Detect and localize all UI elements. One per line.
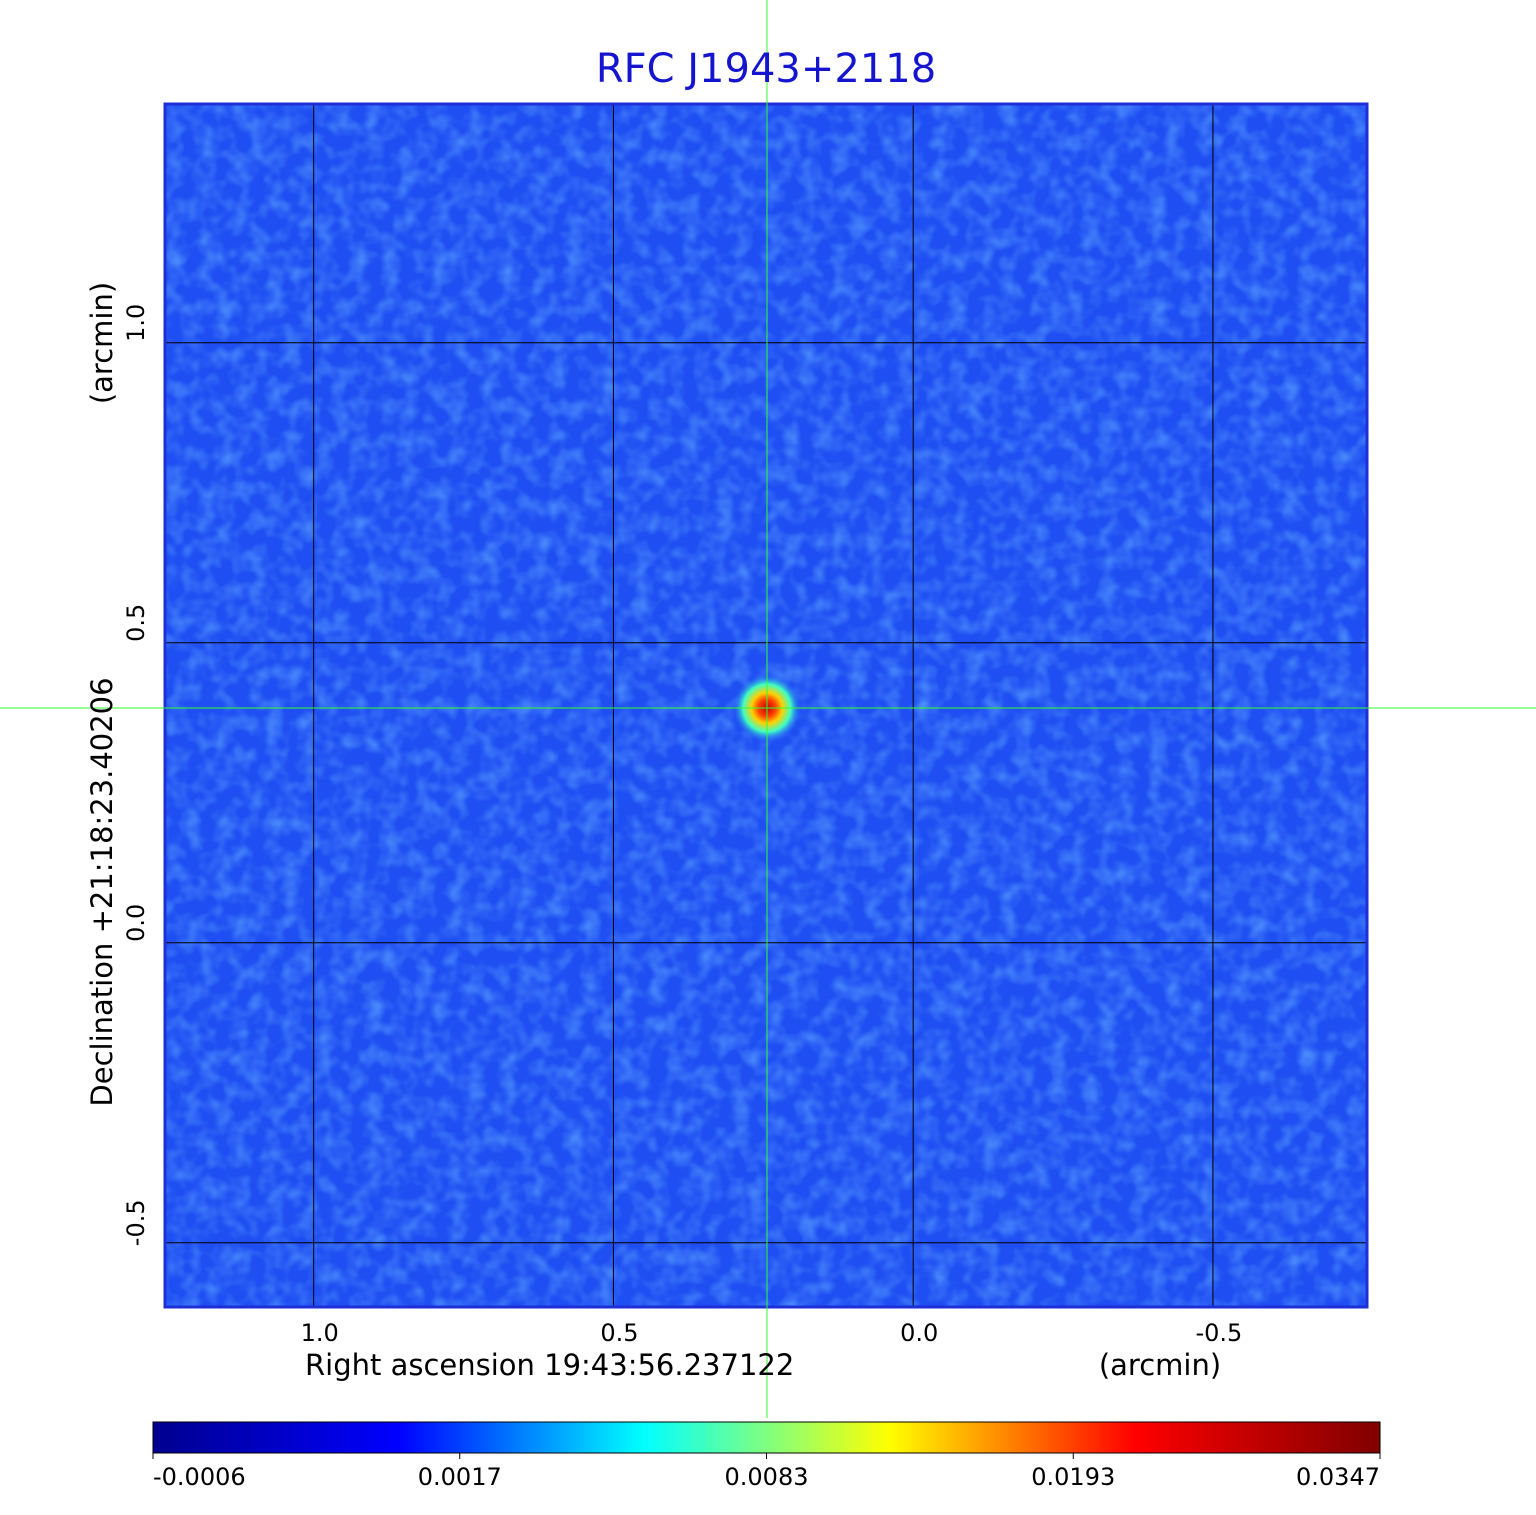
x-tick-label: -0.5	[1196, 1319, 1243, 1347]
colorbar-tick-label: 0.0193	[1031, 1463, 1115, 1491]
colorbar	[152, 1421, 1381, 1454]
x-axis-label: Right ascension 19:43:56.237122	[305, 1348, 794, 1382]
y-tick-label: 0.5	[122, 604, 150, 642]
x-tick-label: 0.0	[900, 1319, 938, 1347]
x-tick-label: 1.0	[301, 1319, 339, 1347]
y-axis-unit: (arcmin)	[85, 282, 119, 404]
y-tick-label: 0.0	[122, 904, 150, 942]
chart-title: RFC J1943+2118	[596, 46, 936, 92]
y-tick-label: 1.0	[122, 304, 150, 342]
colorbar-tick-label: 0.0347	[1296, 1463, 1380, 1491]
y-tick-label: -0.5	[122, 1199, 150, 1246]
x-tick-label: 0.5	[600, 1319, 638, 1347]
colorbar-tick-label: 0.0017	[418, 1463, 502, 1491]
grid	[165, 104, 1367, 1307]
frame	[163, 102, 1369, 1309]
colorbar-tick-label: 0.0083	[725, 1463, 809, 1491]
colorbar-tick-label: -0.0006	[153, 1463, 246, 1491]
x-axis-unit: (arcmin)	[1099, 1348, 1221, 1382]
y-axis-label: Declination +21:18:23.40206	[85, 677, 119, 1106]
